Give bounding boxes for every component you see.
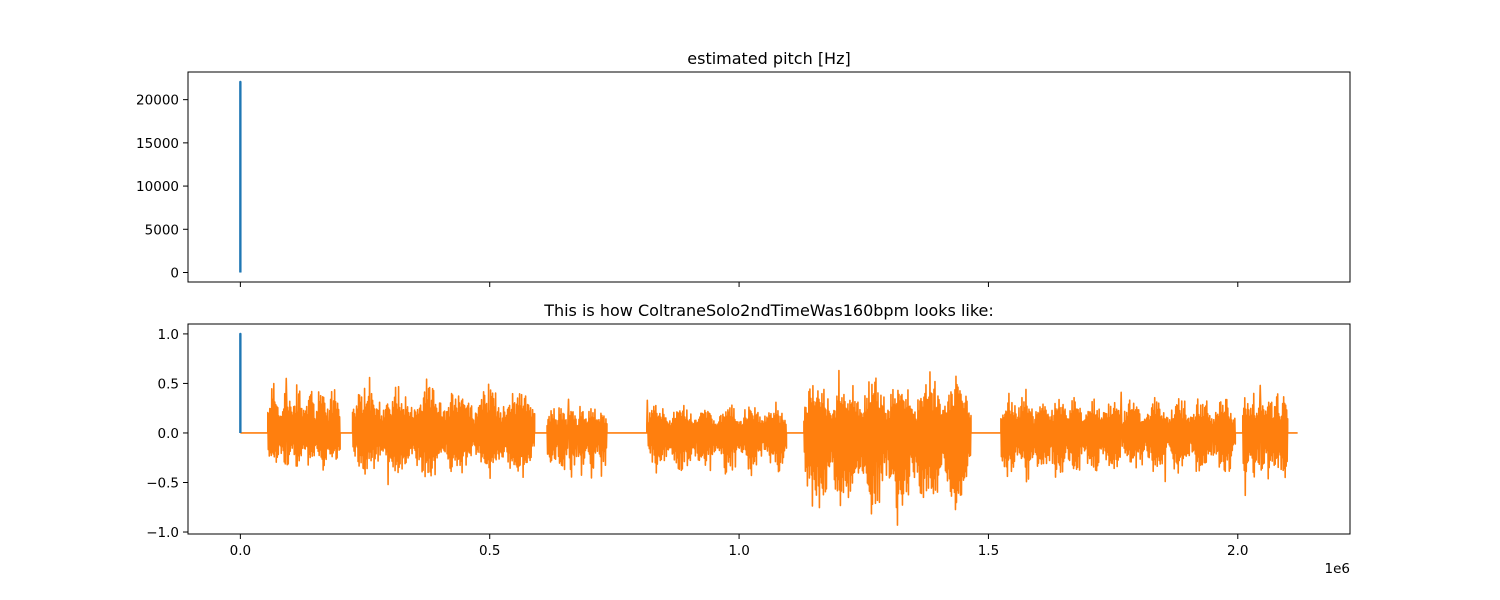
pitch-axis-ticks: 0 5000 10000 15000 20000 [136,93,1239,287]
waveform-axes-frame [187,323,1351,535]
waveform-subplot: This is how ColtraneSolo2ndTimeWas160bpm… [146,301,1351,577]
y-tick-label: 15000 [136,136,179,152]
y-tick-label: 0 [170,265,179,281]
x-tick-label: 1.0 [728,543,749,559]
waveform-chart-title: This is how ColtraneSolo2ndTimeWas160bpm… [543,301,994,320]
pitch-chart-title: estimated pitch [Hz] [687,49,850,68]
pitch-axes-frame [187,71,1351,283]
y-tick-label: 10000 [136,179,179,195]
y-tick-label: 0.0 [158,426,179,442]
y-tick-label: 0.5 [158,376,179,392]
x-tick-label: 1.5 [978,543,999,559]
y-tick-label: −0.5 [146,475,179,491]
waveform-axis-ticks: 0.0 0.5 1.0 1.5 2.0 −1.0 −0.5 0.0 0.5 1.0 [146,327,1248,559]
y-tick-label: 20000 [136,93,179,109]
x-tick-label: 2.0 [1227,543,1248,559]
y-tick-label: −1.0 [146,525,179,541]
y-tick-label: 5000 [145,222,179,238]
audio-waveform-line [240,369,1298,526]
waveform-series [239,332,1298,526]
x-axis-offset-label: 1e6 [1325,561,1350,577]
x-tick-label: 0.5 [479,543,500,559]
audio-waveform-path [240,369,1298,526]
x-tick-label: 0.0 [230,543,251,559]
y-tick-label: 1.0 [158,327,179,343]
pitch-subplot: estimated pitch [Hz] 0 5000 10000 15000 2000… [136,49,1351,287]
